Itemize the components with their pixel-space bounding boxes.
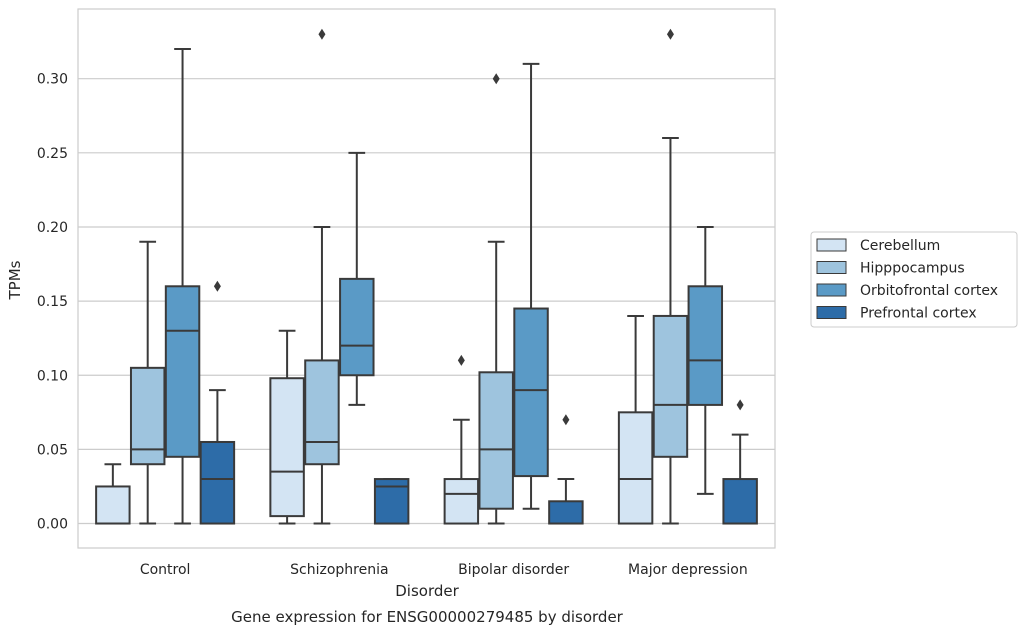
box-body	[269, 377, 305, 518]
outlier-point	[562, 414, 570, 426]
box-body	[199, 440, 236, 525]
box	[339, 151, 375, 406]
box-body	[304, 359, 340, 466]
y-tick-label: 0.30	[37, 72, 68, 88]
x-axis-label: Disorder	[395, 582, 459, 600]
y-axis-label: TPMs	[6, 260, 24, 300]
box-body	[443, 478, 480, 525]
x-tick-label: Control	[140, 562, 191, 578]
outlier-point	[318, 28, 326, 40]
legend-swatch	[816, 238, 847, 252]
axes: 0.00 0.05 0.10 0.15 0.20 0.25 0.30 Control Schiz…	[37, 72, 748, 578]
x-tick-label: Schizophrenia	[290, 562, 388, 578]
outlier-point	[492, 73, 500, 85]
box-body	[129, 366, 166, 466]
outlier-point	[457, 354, 465, 366]
box	[513, 62, 549, 510]
box	[443, 354, 480, 525]
legend-label: Cerebellum	[860, 238, 940, 254]
box-body	[687, 285, 724, 406]
box-marks	[95, 28, 758, 525]
y-tick-label: 0.20	[37, 220, 68, 236]
legend-label: Orbitofrontal cortex	[860, 283, 998, 299]
legend-frame	[810, 231, 1018, 328]
box-body	[339, 277, 375, 377]
box	[199, 280, 236, 525]
y-tick-label: 0.10	[37, 368, 68, 384]
chart-caption: Gene expression for ENSG00000279485 by d…	[231, 608, 624, 626]
outlier-point	[213, 280, 221, 292]
box-body	[722, 478, 758, 525]
y-tick-label: 0.05	[37, 442, 68, 458]
y-tick-label: 0.25	[37, 146, 68, 162]
x-tick-label: Bipolar disorder	[458, 562, 569, 578]
box-body	[513, 307, 549, 478]
legend-swatch	[816, 283, 847, 297]
box-body	[617, 411, 654, 525]
box-body	[548, 500, 584, 525]
box-body	[652, 314, 689, 458]
legend-swatch	[816, 261, 847, 274]
box	[652, 28, 689, 525]
outlier-point	[666, 28, 674, 40]
box	[95, 463, 131, 525]
box	[478, 73, 514, 525]
box	[617, 314, 654, 525]
legend-label: Prefrontal cortex	[860, 306, 977, 322]
plot-area-frame	[77, 8, 776, 549]
x-tick-label: Major depression	[628, 562, 748, 578]
box-body	[478, 371, 514, 510]
y-tick-label: 0.00	[37, 517, 68, 533]
box-body	[164, 285, 201, 458]
outlier-point	[736, 399, 744, 411]
box	[269, 329, 305, 525]
legend: Cerebellum Hipppocampus Orbitofrontal cort…	[810, 231, 1018, 328]
box	[164, 48, 201, 525]
box	[722, 399, 758, 525]
y-tick-label: 0.15	[37, 294, 68, 310]
box-body	[95, 485, 131, 525]
box	[548, 414, 584, 525]
box	[304, 28, 340, 525]
legend-swatch	[816, 306, 847, 319]
box	[373, 478, 410, 525]
legend-label: Hipppocampus	[860, 261, 965, 277]
box	[129, 240, 166, 525]
box	[687, 225, 724, 495]
